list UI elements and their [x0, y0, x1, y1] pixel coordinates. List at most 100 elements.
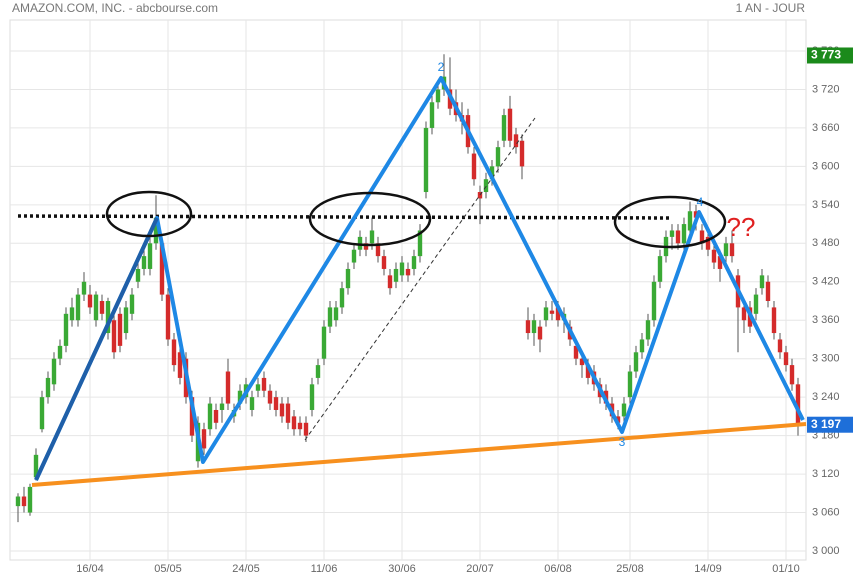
candle-body [57, 345, 63, 359]
candle-body [345, 268, 351, 289]
candle-body [543, 307, 549, 321]
candle-body [621, 403, 627, 417]
candle-body [633, 352, 639, 372]
candle-body [771, 307, 777, 334]
channel-line [304, 117, 536, 441]
candle-body [69, 307, 75, 321]
candle-body [63, 313, 69, 346]
candle-body [99, 301, 105, 314]
y-tick-label: 3 300 [812, 353, 840, 365]
candle-body [405, 268, 411, 276]
candle-body [207, 403, 213, 430]
candle-body [369, 230, 375, 244]
candle-body [123, 307, 129, 334]
candle-body [759, 275, 765, 289]
candle-body [87, 294, 93, 308]
candle-body [315, 365, 321, 378]
wave-label: 3 [619, 435, 626, 449]
candle-body [669, 230, 675, 237]
candle-body [45, 377, 51, 398]
circle-mark [613, 195, 727, 249]
candle-body [27, 486, 33, 513]
candle-body [531, 320, 537, 334]
candle-body [237, 390, 243, 404]
x-tick-label: 25/08 [616, 563, 644, 575]
candle-body [327, 307, 333, 327]
candle-body [585, 365, 591, 378]
candle-body [189, 397, 195, 436]
candle-body [711, 249, 717, 263]
x-tick-label: 24/05 [232, 563, 260, 575]
x-tick-label: 11/06 [311, 563, 338, 575]
candle-body [729, 243, 735, 257]
candle-body [579, 358, 585, 366]
candle-body [639, 339, 645, 353]
candle-body [321, 326, 327, 359]
candle-body [117, 313, 123, 346]
candle-body [525, 320, 531, 334]
candle-body [135, 268, 141, 282]
candle-body [333, 307, 339, 321]
candle-body [33, 454, 39, 478]
candle-body [159, 243, 165, 295]
x-tick-label: 20/07 [466, 563, 494, 575]
wave-label: 2 [438, 60, 445, 74]
candle-body [141, 256, 147, 269]
candle-body [267, 390, 273, 404]
candle-body [507, 108, 513, 141]
candle-body [153, 217, 159, 244]
candle-body [429, 102, 435, 128]
candle-body [165, 294, 171, 340]
candle-body [573, 345, 579, 359]
candle-body [303, 422, 309, 436]
candle-body [717, 256, 723, 269]
candle-body [105, 301, 111, 334]
candle-body [21, 496, 27, 507]
resistance-line [17, 214, 671, 220]
candle-body [279, 403, 285, 417]
candle-body [387, 275, 393, 289]
candle-body [39, 397, 45, 430]
candle-body [375, 243, 381, 257]
candle-body [351, 249, 357, 263]
x-tick-label: 14/09 [694, 563, 722, 575]
candle-body [381, 256, 387, 269]
candle-body [399, 262, 405, 276]
drawings: 2 3 4 ?? [17, 60, 807, 487]
candle-body [81, 281, 87, 295]
candle-body [93, 294, 99, 321]
candle-body [339, 288, 345, 308]
candle-body [651, 281, 657, 321]
candle-body [519, 140, 525, 167]
candle-body [423, 127, 429, 193]
candle-body [177, 352, 183, 378]
y-tick-label: 3 240 [812, 391, 840, 403]
question-label: ?? [727, 212, 756, 242]
candle-body [477, 192, 483, 199]
candle-body [417, 230, 423, 257]
candle-body [501, 115, 507, 141]
candle-body [213, 409, 219, 423]
candle-body [765, 281, 771, 301]
candle-body [549, 310, 555, 314]
x-tick-label: 05/05 [154, 563, 182, 575]
y-tick-label: 3 120 [812, 468, 840, 480]
y-tick-label: 3 480 [812, 237, 840, 249]
candle-body [789, 365, 795, 385]
candle-body [795, 384, 801, 425]
plot-frame [9, 19, 807, 561]
candle-body [363, 243, 369, 250]
candle-body [699, 230, 705, 244]
candle-body [627, 371, 633, 398]
candle-body [111, 320, 117, 353]
y-tick-label: 3 660 [812, 122, 840, 134]
x-tick-label: 16/04 [76, 563, 104, 575]
candle-body [201, 429, 207, 449]
candle-body [495, 147, 501, 167]
candle-body [129, 294, 135, 314]
candle-body [753, 294, 759, 314]
period-label: 1 AN - JOUR [736, 1, 806, 15]
candle-body [225, 371, 231, 404]
candle-body [51, 358, 57, 385]
